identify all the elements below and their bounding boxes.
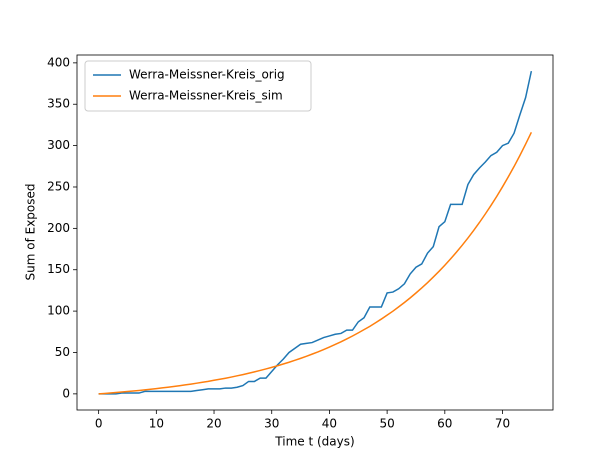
x-axis-label: Time t (days) xyxy=(274,435,354,449)
series-line xyxy=(98,131,533,395)
x-tick-label: 40 xyxy=(322,417,337,431)
legend-box xyxy=(84,60,312,112)
y-tick-label: 350 xyxy=(47,97,70,111)
y-tick-label: 100 xyxy=(47,304,70,318)
x-tick-label: 10 xyxy=(149,417,164,431)
x-tick-label: 70 xyxy=(495,417,510,431)
x-tick-label: 0 xyxy=(95,417,103,431)
plot-frame xyxy=(76,54,554,411)
y-tick-label: 0 xyxy=(62,386,70,400)
x-tick-label: 20 xyxy=(206,417,221,431)
y-tick-label: 300 xyxy=(47,138,70,152)
y-tick-label: 200 xyxy=(47,221,70,235)
y-tick-label: 150 xyxy=(47,262,70,276)
x-tick-label: 30 xyxy=(264,417,279,431)
y-tick-label: 50 xyxy=(55,345,70,359)
legend-label: Werra-Meissner-Kreis_orig xyxy=(129,68,285,82)
y-tick-label: 400 xyxy=(47,55,70,69)
legend-label: Werra-Meissner-Kreis_sim xyxy=(129,89,283,103)
y-tick-label: 250 xyxy=(47,179,70,193)
y-axis-label: Sum of Exposed xyxy=(24,183,38,280)
x-tick-label: 50 xyxy=(379,417,394,431)
x-tick-label: 60 xyxy=(437,417,452,431)
series-line xyxy=(98,70,533,395)
